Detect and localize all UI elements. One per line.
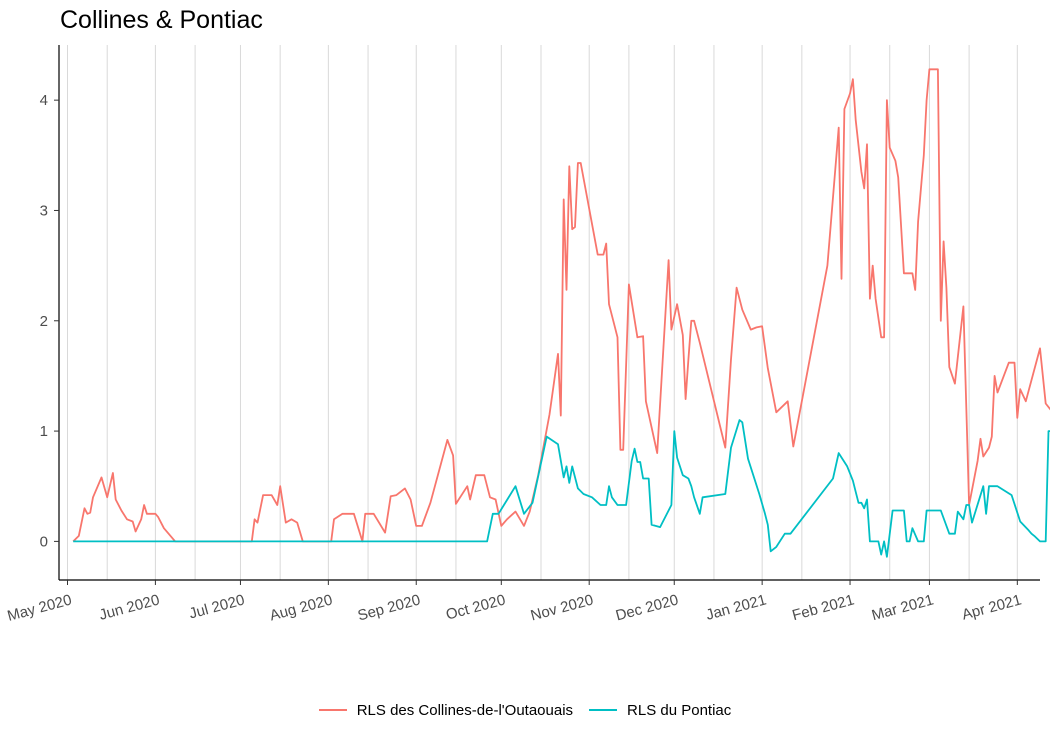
legend-key-pontiac	[589, 709, 618, 711]
x-tick-label: Jun 2020	[97, 591, 161, 623]
x-tick-label: May 2020	[6, 591, 74, 624]
gridlines	[67, 45, 1018, 580]
legend-label-pontiac: RLS du Pontiac	[627, 701, 732, 719]
y-tick-label: 1	[40, 423, 48, 440]
x-tick-label: Jan 2021	[704, 591, 768, 623]
chart-title: Collines & Pontiac	[60, 6, 263, 34]
x-tick-label: Dec 2020	[614, 591, 680, 624]
series-lines	[72, 68, 1050, 558]
series-line-collines	[72, 68, 1050, 543]
x-tick-label: Feb 2021	[790, 591, 856, 624]
x-tick-label: Apr 2021	[960, 591, 1023, 623]
legend-key-collines	[318, 709, 347, 711]
legend-label-collines: RLS des Collines-de-l'Outaouais	[356, 701, 574, 719]
legend-item-pontiac: RLS du Pontiac	[589, 702, 731, 719]
y-tick-label: 3	[40, 202, 48, 219]
y-tick-label: 0	[40, 533, 48, 550]
x-tick-label: Sep 2020	[356, 591, 422, 624]
series-line-pontiac	[73, 419, 1050, 558]
x-tick-label: Mar 2021	[870, 591, 936, 624]
y-tick-label: 4	[40, 92, 48, 109]
y-tick-label: 2	[40, 313, 48, 330]
legend-item-collines: RLS des Collines-de-l'Outaouais	[318, 701, 574, 719]
legend: RLS des Collines-de-l'Outaouais RLS du P…	[0, 698, 1050, 722]
x-tick-label: Nov 2020	[529, 591, 595, 624]
x-tick-label: Aug 2020	[268, 591, 334, 624]
x-tick-label: Oct 2020	[444, 591, 507, 623]
x-tick-label: Jul 2020	[187, 591, 246, 622]
